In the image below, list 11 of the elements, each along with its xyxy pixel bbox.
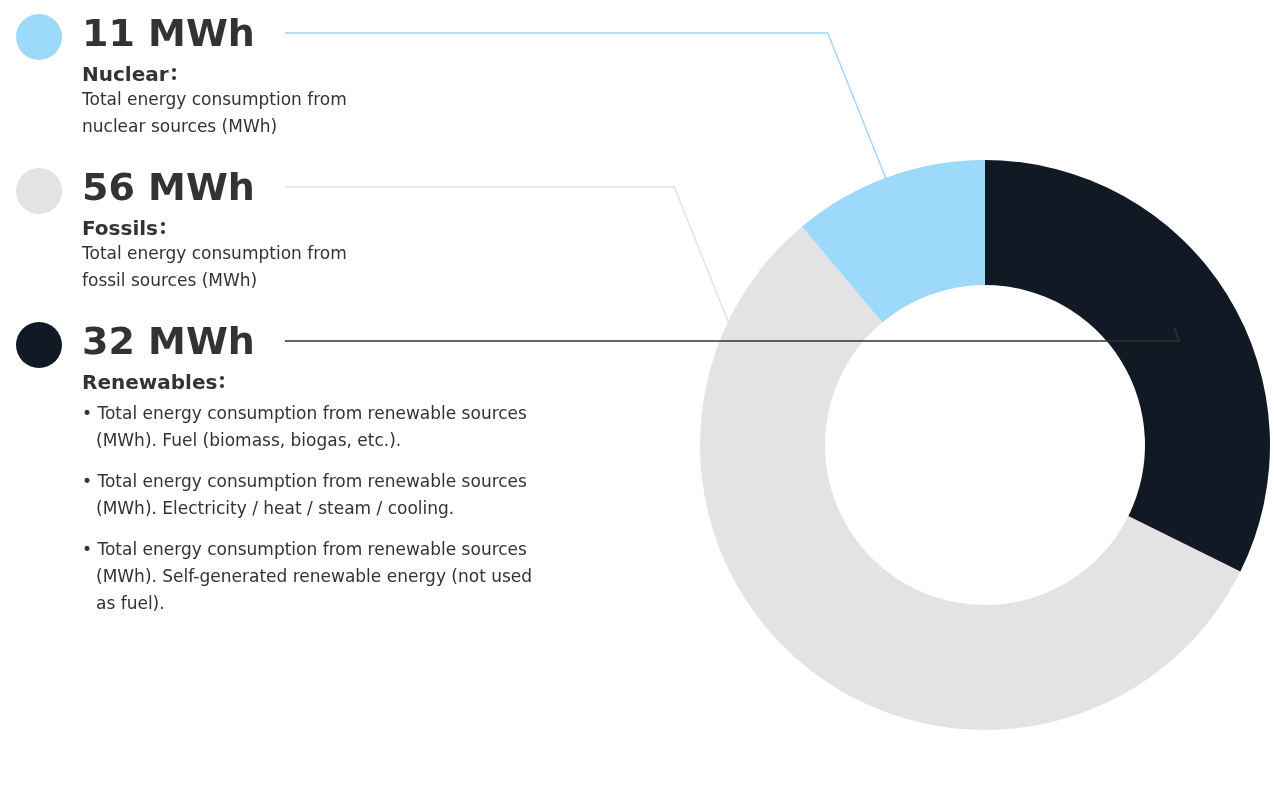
text: Total energy consumption from nuclear sources (MWh) bbox=[82, 88, 348, 138]
slice-label: Renewables bbox=[82, 370, 218, 394]
data-label: 56 MWh bbox=[82, 164, 255, 211]
data-label: 32 MWh bbox=[82, 318, 255, 365]
slice-label: Nuclear bbox=[82, 62, 169, 86]
slice-label: Fossils bbox=[82, 216, 159, 240]
text: • Total energy consumption from renewable sources (MWh). Fuel (biomass, biogas, etc.). bbox=[82, 402, 528, 452]
data-label: 11 MWh bbox=[82, 10, 255, 57]
text: • Total energy consumption from renewable sources (MWh). Self-generated renewable energy (not used as fuel). bbox=[82, 538, 534, 615]
text: Total energy consumption from fossil sources (MWh) bbox=[82, 242, 348, 292]
text: • Total energy consumption from renewable sources (MWh). Electricity / heat / steam / cooling. bbox=[82, 470, 528, 520]
